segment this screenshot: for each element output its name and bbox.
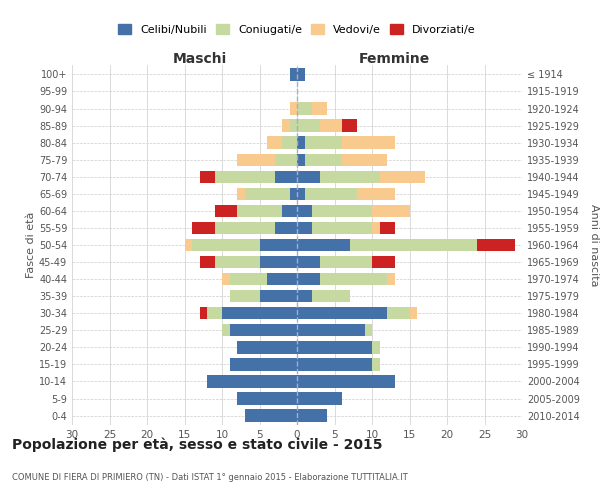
Bar [275, 154, 297, 166]
Bar [297, 154, 305, 166]
Bar [477, 239, 515, 251]
Bar [282, 136, 297, 149]
Y-axis label: Fasce di età: Fasce di età [26, 212, 36, 278]
Legend: Celibi/Nubili, Coniugati/e, Vedovi/e, Divorziati/e: Celibi/Nubili, Coniugati/e, Vedovi/e, Di… [118, 24, 476, 34]
Bar [290, 68, 297, 80]
Bar [305, 188, 357, 200]
Bar [372, 358, 380, 370]
Bar [260, 290, 297, 302]
Bar [297, 410, 327, 422]
Bar [297, 222, 312, 234]
Bar [297, 170, 320, 183]
Bar [320, 273, 387, 285]
Bar [297, 392, 342, 404]
Bar [380, 170, 425, 183]
Bar [229, 290, 260, 302]
Bar [297, 188, 305, 200]
Bar [297, 376, 395, 388]
Bar [215, 170, 275, 183]
Bar [290, 102, 297, 115]
Bar [305, 154, 342, 166]
Text: Maschi: Maschi [172, 52, 227, 66]
Bar [199, 170, 215, 183]
Bar [222, 273, 229, 285]
Bar [349, 239, 477, 251]
Bar [229, 273, 267, 285]
Bar [312, 102, 327, 115]
Bar [342, 120, 357, 132]
Bar [245, 188, 290, 200]
Bar [290, 120, 297, 132]
Bar [260, 239, 297, 251]
Bar [215, 222, 275, 234]
Bar [282, 204, 297, 217]
Bar [237, 204, 282, 217]
Bar [387, 273, 395, 285]
Bar [297, 307, 387, 320]
Bar [320, 120, 342, 132]
Bar [290, 188, 297, 200]
Bar [267, 136, 282, 149]
Bar [282, 120, 290, 132]
Bar [297, 239, 349, 251]
Bar [320, 170, 380, 183]
Bar [365, 324, 372, 336]
Bar [297, 358, 372, 370]
Bar [237, 341, 297, 353]
Bar [297, 273, 320, 285]
Bar [275, 170, 297, 183]
Bar [199, 256, 215, 268]
Bar [312, 290, 349, 302]
Bar [297, 136, 305, 149]
Bar [342, 136, 395, 149]
Bar [215, 256, 260, 268]
Bar [297, 256, 320, 268]
Bar [372, 204, 409, 217]
Bar [207, 376, 297, 388]
Bar [237, 154, 275, 166]
Bar [297, 204, 312, 217]
Bar [192, 239, 260, 251]
Bar [260, 256, 297, 268]
Bar [222, 324, 229, 336]
Bar [372, 222, 380, 234]
Bar [312, 222, 372, 234]
Y-axis label: Anni di nascita: Anni di nascita [589, 204, 599, 286]
Bar [222, 307, 297, 320]
Bar [297, 290, 312, 302]
Bar [320, 256, 372, 268]
Text: Femmine: Femmine [359, 52, 430, 66]
Bar [312, 204, 372, 217]
Bar [229, 358, 297, 370]
Bar [207, 307, 222, 320]
Text: Popolazione per età, sesso e stato civile - 2015: Popolazione per età, sesso e stato civil… [12, 438, 383, 452]
Text: COMUNE DI FIERA DI PRIMIERO (TN) - Dati ISTAT 1° gennaio 2015 - Elaborazione TUT: COMUNE DI FIERA DI PRIMIERO (TN) - Dati … [12, 474, 408, 482]
Bar [237, 188, 245, 200]
Bar [387, 307, 409, 320]
Bar [192, 222, 215, 234]
Bar [342, 154, 387, 166]
Bar [409, 307, 417, 320]
Bar [372, 256, 395, 268]
Bar [199, 307, 207, 320]
Bar [297, 341, 372, 353]
Bar [297, 120, 320, 132]
Bar [305, 136, 342, 149]
Bar [297, 68, 305, 80]
Bar [357, 188, 395, 200]
Bar [215, 204, 237, 217]
Bar [297, 102, 312, 115]
Bar [245, 410, 297, 422]
Bar [267, 273, 297, 285]
Bar [185, 239, 192, 251]
Bar [297, 324, 365, 336]
Bar [380, 222, 395, 234]
Bar [229, 324, 297, 336]
Bar [237, 392, 297, 404]
Bar [372, 341, 380, 353]
Bar [275, 222, 297, 234]
